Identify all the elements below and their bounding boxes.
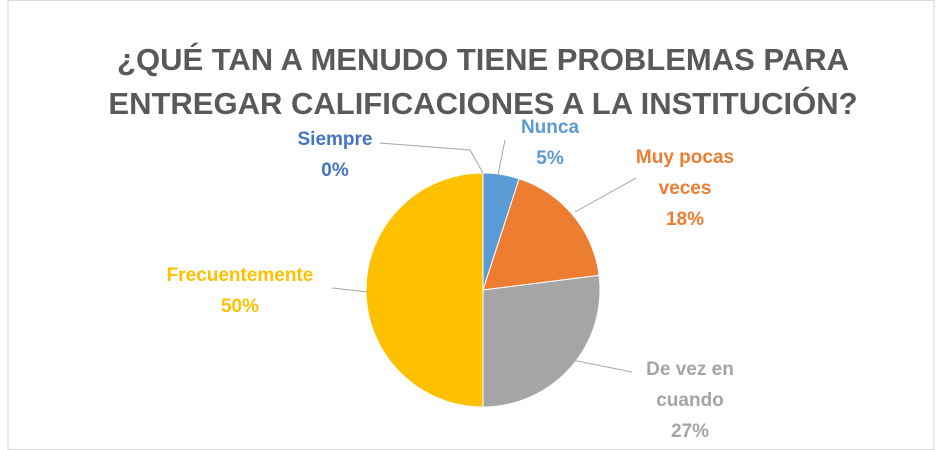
label-name: De vez en cuando	[646, 359, 734, 411]
data-label: Frecuentemente 50%	[140, 260, 340, 322]
leader-line	[331, 287, 369, 293]
pie-slice	[365, 172, 484, 408]
leader-line	[571, 359, 633, 373]
label-value: 50%	[220, 296, 260, 317]
label-name: Muy pocas veces	[635, 147, 735, 199]
pie-slice	[482, 178, 600, 291]
data-label: De vez en cuando 27%	[620, 354, 760, 447]
leader-lines	[331, 139, 637, 373]
data-label: Siempre 0%	[275, 124, 395, 186]
label-name: Nunca	[520, 117, 580, 138]
data-label: Muy pocas veces 18%	[620, 142, 750, 235]
label-value: 18%	[665, 209, 705, 230]
leader-line	[379, 142, 484, 174]
label-name: Frecuentemente	[166, 265, 314, 286]
leader-line	[574, 177, 637, 213]
label-value: 5%	[536, 148, 564, 169]
pie	[365, 172, 601, 408]
label-name: Siempre	[297, 129, 373, 150]
label-value: 0%	[321, 160, 349, 181]
data-label: Nunca 5%	[510, 112, 590, 174]
label-value: 27%	[670, 421, 710, 442]
chart-title: ¿QUÉ TAN A MENUDO TIENE PROBLEMAS PARA E…	[108, 42, 858, 121]
leader-line	[497, 139, 506, 176]
pie-slice	[482, 274, 601, 408]
